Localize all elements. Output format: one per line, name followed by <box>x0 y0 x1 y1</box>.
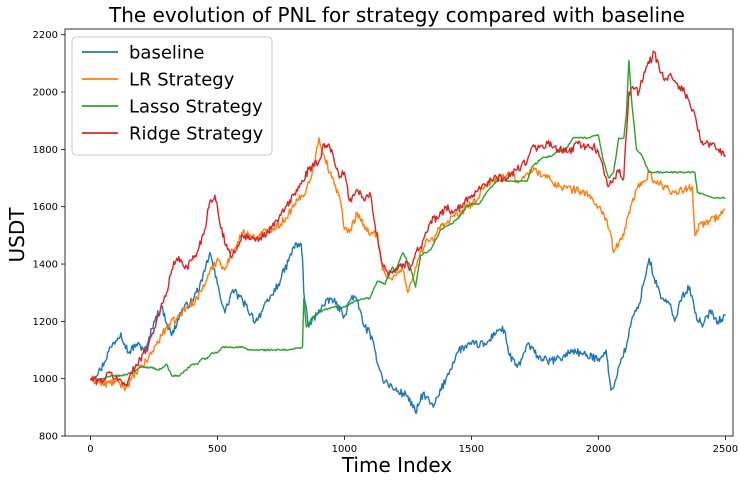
legend-label: LR Strategy <box>129 70 235 91</box>
axes-frame <box>64 28 734 437</box>
y-tick-label: 800 <box>39 432 58 443</box>
x-tick-label: 0 <box>87 444 93 455</box>
x-tick-label: 1000 <box>332 444 357 455</box>
legend-label: Lasso Strategy <box>129 97 263 118</box>
series-line-lr-strategy <box>89 137 726 392</box>
y-tick-label: 1000 <box>33 374 58 385</box>
y-tick-label: 1600 <box>33 202 58 213</box>
legend: baseline LR Strategy Lasso Strategy Ridge S… <box>71 36 273 156</box>
x-tick-label: 1500 <box>459 444 484 455</box>
x-tick-label: 500 <box>208 444 227 455</box>
plot-area: 0 500 1000 1500 2000 2500 800 1000 1200 1400 1600 1… <box>33 28 738 455</box>
legend-box <box>71 36 273 156</box>
y-tick-label: 1800 <box>33 145 58 156</box>
x-tick-label: 2500 <box>713 444 738 455</box>
y-axis-title: USDT <box>5 207 29 263</box>
legend-label: Ridge Strategy <box>129 124 264 145</box>
y-tick-label: 1400 <box>33 260 58 271</box>
series-line-baseline <box>89 242 726 414</box>
series-line-ridge-strategy <box>89 50 726 387</box>
x-tick-label: 2000 <box>586 444 611 455</box>
x-axis-title: Time Index <box>341 453 453 477</box>
y-tick-label: 1200 <box>33 317 58 328</box>
y-tick-label: 2200 <box>33 30 58 41</box>
series-line-lasso-strategy <box>90 59 726 381</box>
chart-title: The evolution of PNL for strategy compar… <box>108 3 685 27</box>
legend-label: baseline <box>129 43 204 64</box>
y-tick-label: 2000 <box>33 88 58 99</box>
